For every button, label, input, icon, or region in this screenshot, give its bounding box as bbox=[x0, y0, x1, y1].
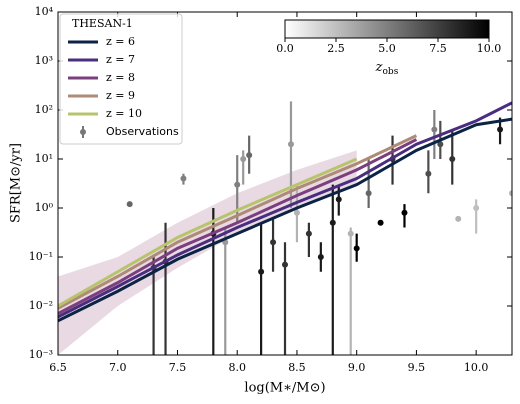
observation-point bbox=[305, 230, 312, 237]
colorbar-tick-label: 2.5 bbox=[327, 42, 345, 55]
observation-point bbox=[126, 201, 133, 208]
observation-point bbox=[401, 209, 408, 216]
series-line bbox=[58, 157, 358, 308]
observation-point bbox=[449, 156, 456, 162]
legend-box bbox=[59, 13, 183, 145]
y-tick-label: 10³ bbox=[35, 54, 53, 67]
observation-point bbox=[240, 156, 247, 162]
x-tick-label: 9.5 bbox=[408, 361, 426, 374]
y-tick-label: 10⁴ bbox=[35, 5, 54, 18]
y-tick-label: 10⁻³ bbox=[29, 348, 53, 361]
observation-point bbox=[437, 141, 444, 148]
legend-label: z = 6 bbox=[106, 35, 135, 48]
observation-point bbox=[317, 254, 324, 260]
y-axis-label: SFR[M⊙/yr] bbox=[9, 143, 24, 223]
observation-point bbox=[455, 215, 462, 222]
observation-point bbox=[365, 190, 372, 197]
colorbar bbox=[284, 19, 490, 39]
legend-swatch bbox=[80, 129, 86, 135]
x-tick-label: 6.5 bbox=[49, 361, 67, 374]
colorbar-tick-label: 7.5 bbox=[429, 42, 447, 55]
y-tick-label: 10⁻¹ bbox=[29, 250, 53, 263]
legend-label: Observations bbox=[106, 125, 179, 138]
x-tick-label: 8.0 bbox=[228, 361, 246, 374]
y-tick-label: 10² bbox=[35, 103, 53, 116]
x-tick-label: 7.5 bbox=[169, 361, 187, 374]
observation-point bbox=[234, 181, 241, 188]
legend-label: z = 9 bbox=[106, 89, 135, 102]
colorbar-tick-label: 10.0 bbox=[477, 42, 502, 55]
observation-point bbox=[329, 219, 336, 226]
y-tick-label: 10⁰ bbox=[35, 201, 54, 214]
observation-point bbox=[497, 126, 504, 133]
legend-label: z = 7 bbox=[106, 53, 135, 66]
observation-point bbox=[509, 190, 512, 197]
x-tick-label: 10.0 bbox=[464, 361, 489, 374]
observation-point bbox=[353, 245, 360, 252]
observation-point bbox=[293, 209, 300, 216]
colorbar-label-sub: obs bbox=[383, 67, 399, 77]
series-line bbox=[58, 117, 512, 323]
legend-label: z = 10 bbox=[106, 107, 142, 120]
observation-point bbox=[377, 219, 384, 226]
plot-area bbox=[58, 101, 512, 355]
observation-point bbox=[347, 230, 354, 237]
series-line bbox=[58, 101, 512, 319]
y-tick-label: 10¹ bbox=[35, 152, 53, 165]
observation-point bbox=[287, 141, 294, 148]
observation-point bbox=[246, 152, 253, 159]
x-tick-label: 7.0 bbox=[109, 361, 127, 374]
observation-point bbox=[425, 170, 432, 177]
x-tick-label: 9.0 bbox=[348, 361, 366, 374]
colorbar-label-main: z bbox=[375, 60, 383, 75]
observation-point bbox=[180, 175, 187, 182]
colorbar-tick-label: 0.0 bbox=[276, 42, 294, 55]
observation-point bbox=[335, 196, 342, 203]
legend-label: z = 8 bbox=[106, 71, 135, 84]
legend-title: THESAN-1 bbox=[72, 17, 133, 30]
series-line bbox=[58, 138, 418, 315]
observation-point bbox=[431, 126, 438, 133]
observation-point bbox=[258, 268, 265, 275]
colorbar-label: zobs bbox=[375, 60, 399, 77]
observation-point bbox=[270, 239, 277, 246]
observation-point bbox=[282, 261, 288, 268]
observation-point bbox=[473, 205, 480, 211]
y-tick-label: 10⁻² bbox=[29, 299, 53, 312]
x-axis-label: log(M∗/M⊙) bbox=[244, 381, 325, 396]
x-tick-label: 8.5 bbox=[288, 361, 306, 374]
colorbar-tick-label: 5.0 bbox=[378, 42, 396, 55]
plot-frame bbox=[57, 11, 513, 356]
series-line bbox=[58, 134, 418, 310]
